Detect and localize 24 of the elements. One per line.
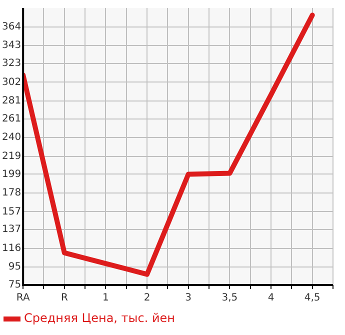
y-tick-label: 343: [2, 40, 22, 52]
x-tick-label: RA: [16, 292, 30, 304]
y-tick-label: 116: [2, 242, 22, 254]
y-tick-label: 157: [2, 206, 22, 218]
x-tick-label: 1: [102, 292, 109, 304]
y-tick-label: 240: [2, 132, 22, 144]
y-tick-label: 75: [8, 280, 22, 291]
y-tick-label: 95: [8, 262, 22, 273]
x-tick-label: 4,5: [304, 292, 320, 304]
x-tick-label: 3: [185, 292, 192, 304]
y-tick-label: 323: [2, 58, 22, 69]
x-tick-label: 2: [144, 292, 150, 304]
y-tick-label: 261: [2, 113, 22, 124]
y-tick-label: 178: [2, 188, 22, 199]
y-tick-label: 219: [2, 150, 22, 162]
y-tick-label: 302: [2, 76, 22, 88]
y-tick-label: 281: [2, 96, 22, 107]
x-tick-label: R: [60, 292, 68, 304]
x-tick-label: 4: [268, 292, 274, 304]
legend-label: Средняя Цена, тыс. йен: [24, 311, 176, 326]
y-tick-label: 364: [2, 21, 22, 32]
x-tick-label: 3,5: [222, 292, 238, 304]
y-tick-label: 137: [2, 224, 22, 236]
y-tick-label: 199: [2, 168, 22, 180]
